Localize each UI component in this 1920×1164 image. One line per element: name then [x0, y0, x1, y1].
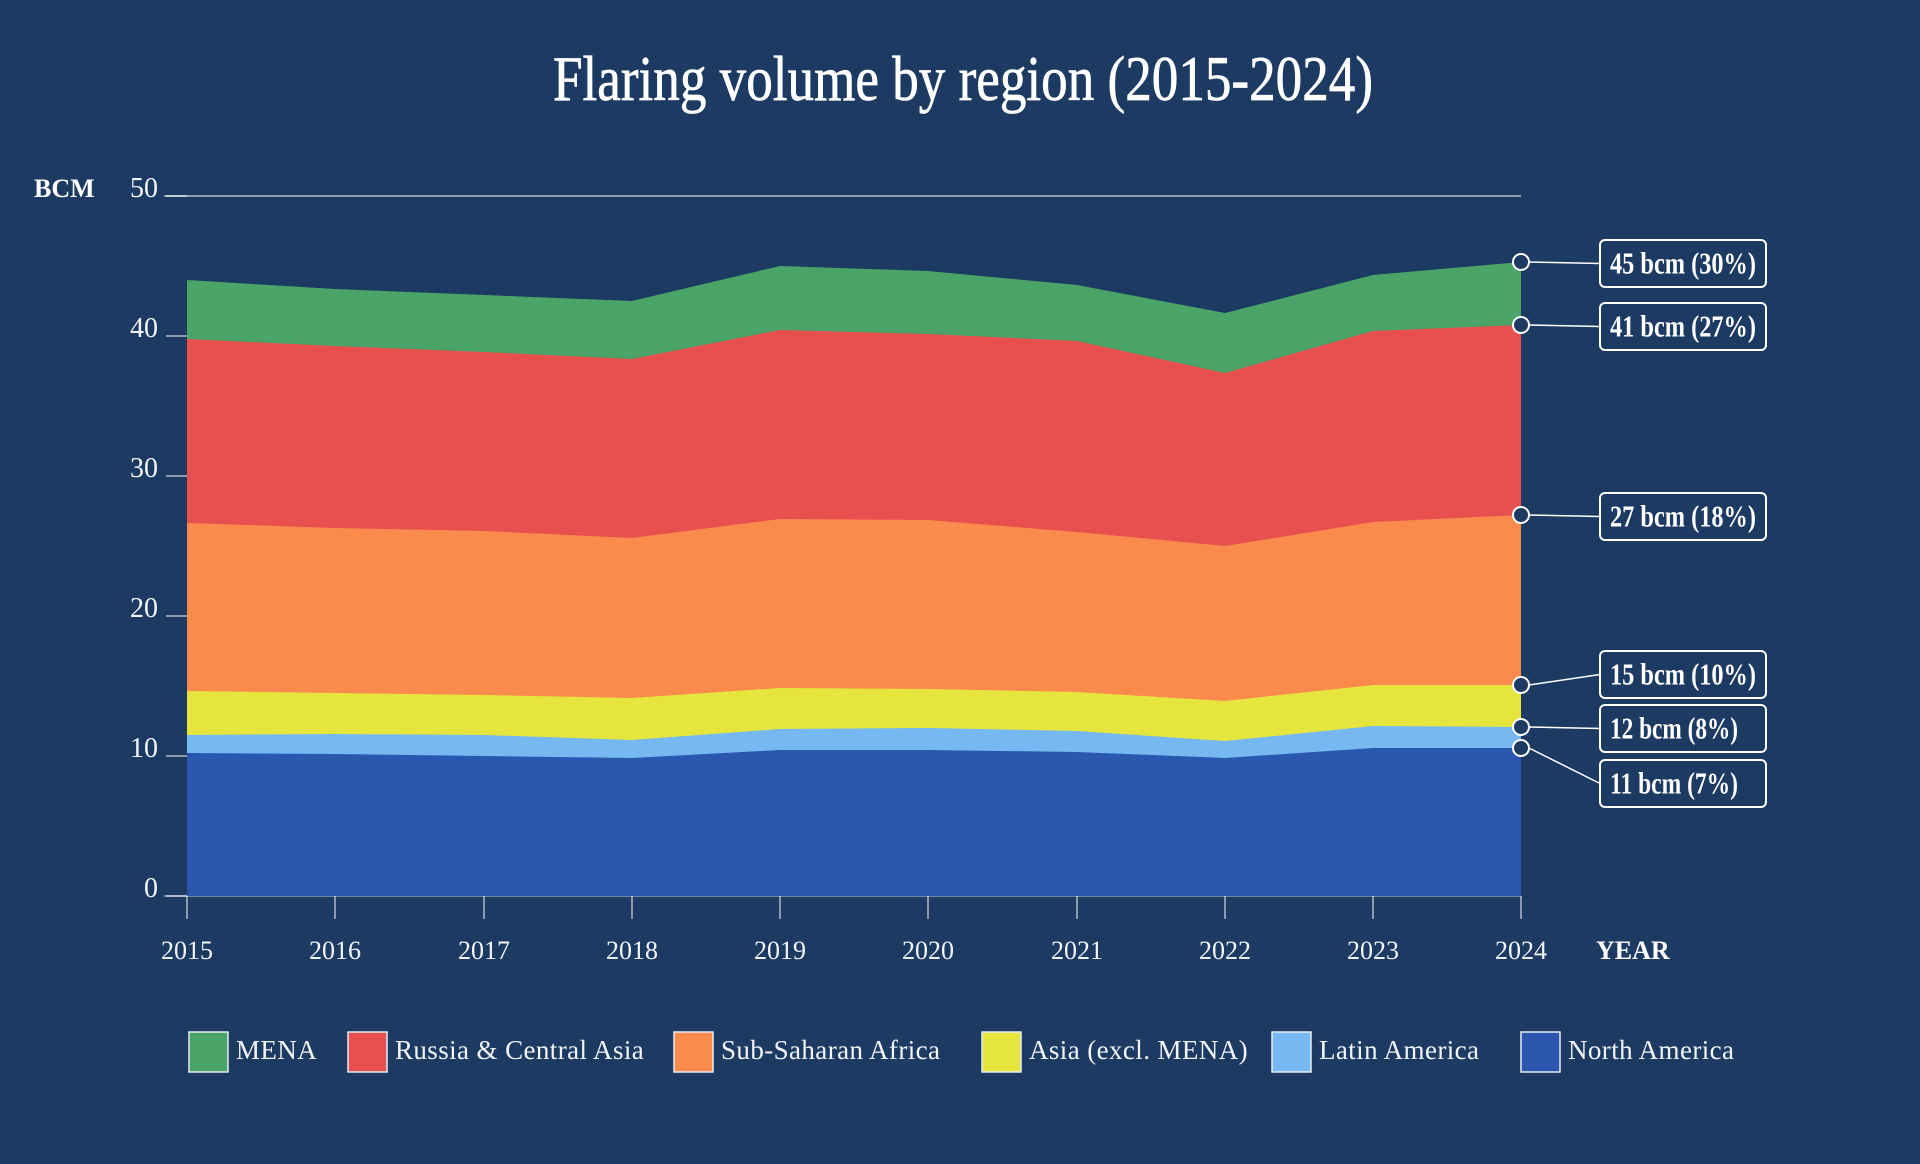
svg-text:2023: 2023 [1347, 936, 1399, 965]
svg-text:YEAR: YEAR [1596, 936, 1670, 965]
svg-text:2016: 2016 [309, 936, 361, 965]
svg-text:0: 0 [144, 873, 158, 904]
svg-text:BCM: BCM [34, 174, 95, 203]
svg-text:2015: 2015 [161, 936, 213, 965]
svg-text:30: 30 [130, 453, 158, 484]
svg-text:10: 10 [130, 733, 158, 764]
svg-text:27 bcm (18%): 27 bcm (18%) [1610, 499, 1756, 534]
svg-text:2017: 2017 [458, 936, 510, 965]
svg-text:50: 50 [130, 173, 158, 204]
svg-text:41 bcm (27%): 41 bcm (27%) [1610, 309, 1756, 344]
svg-text:2021: 2021 [1051, 936, 1103, 965]
svg-text:15 bcm (10%): 15 bcm (10%) [1610, 657, 1756, 692]
svg-text:45 bcm (30%): 45 bcm (30%) [1610, 246, 1756, 281]
svg-text:MENA: MENA [236, 1035, 317, 1065]
svg-text:2020: 2020 [902, 936, 954, 965]
svg-text:Latin America: Latin America [1319, 1035, 1479, 1065]
svg-text:40: 40 [130, 313, 158, 344]
svg-text:2022: 2022 [1199, 936, 1251, 965]
svg-text:11 bcm (7%): 11 bcm (7%) [1610, 766, 1738, 801]
svg-text:2024: 2024 [1495, 936, 1547, 965]
svg-text:Flaring volume by region (2015: Flaring volume by region (2015-2024) [553, 43, 1373, 114]
svg-text:North America: North America [1568, 1035, 1734, 1065]
svg-text:Asia (excl. MENA): Asia (excl. MENA) [1029, 1035, 1248, 1065]
svg-text:2018: 2018 [606, 936, 658, 965]
svg-text:Russia & Central Asia: Russia & Central Asia [395, 1035, 644, 1065]
svg-text:Sub-Saharan Africa: Sub-Saharan Africa [721, 1035, 940, 1065]
svg-text:12 bcm (8%): 12 bcm (8%) [1610, 711, 1738, 746]
svg-text:20: 20 [130, 593, 158, 624]
svg-text:2019: 2019 [754, 936, 806, 965]
